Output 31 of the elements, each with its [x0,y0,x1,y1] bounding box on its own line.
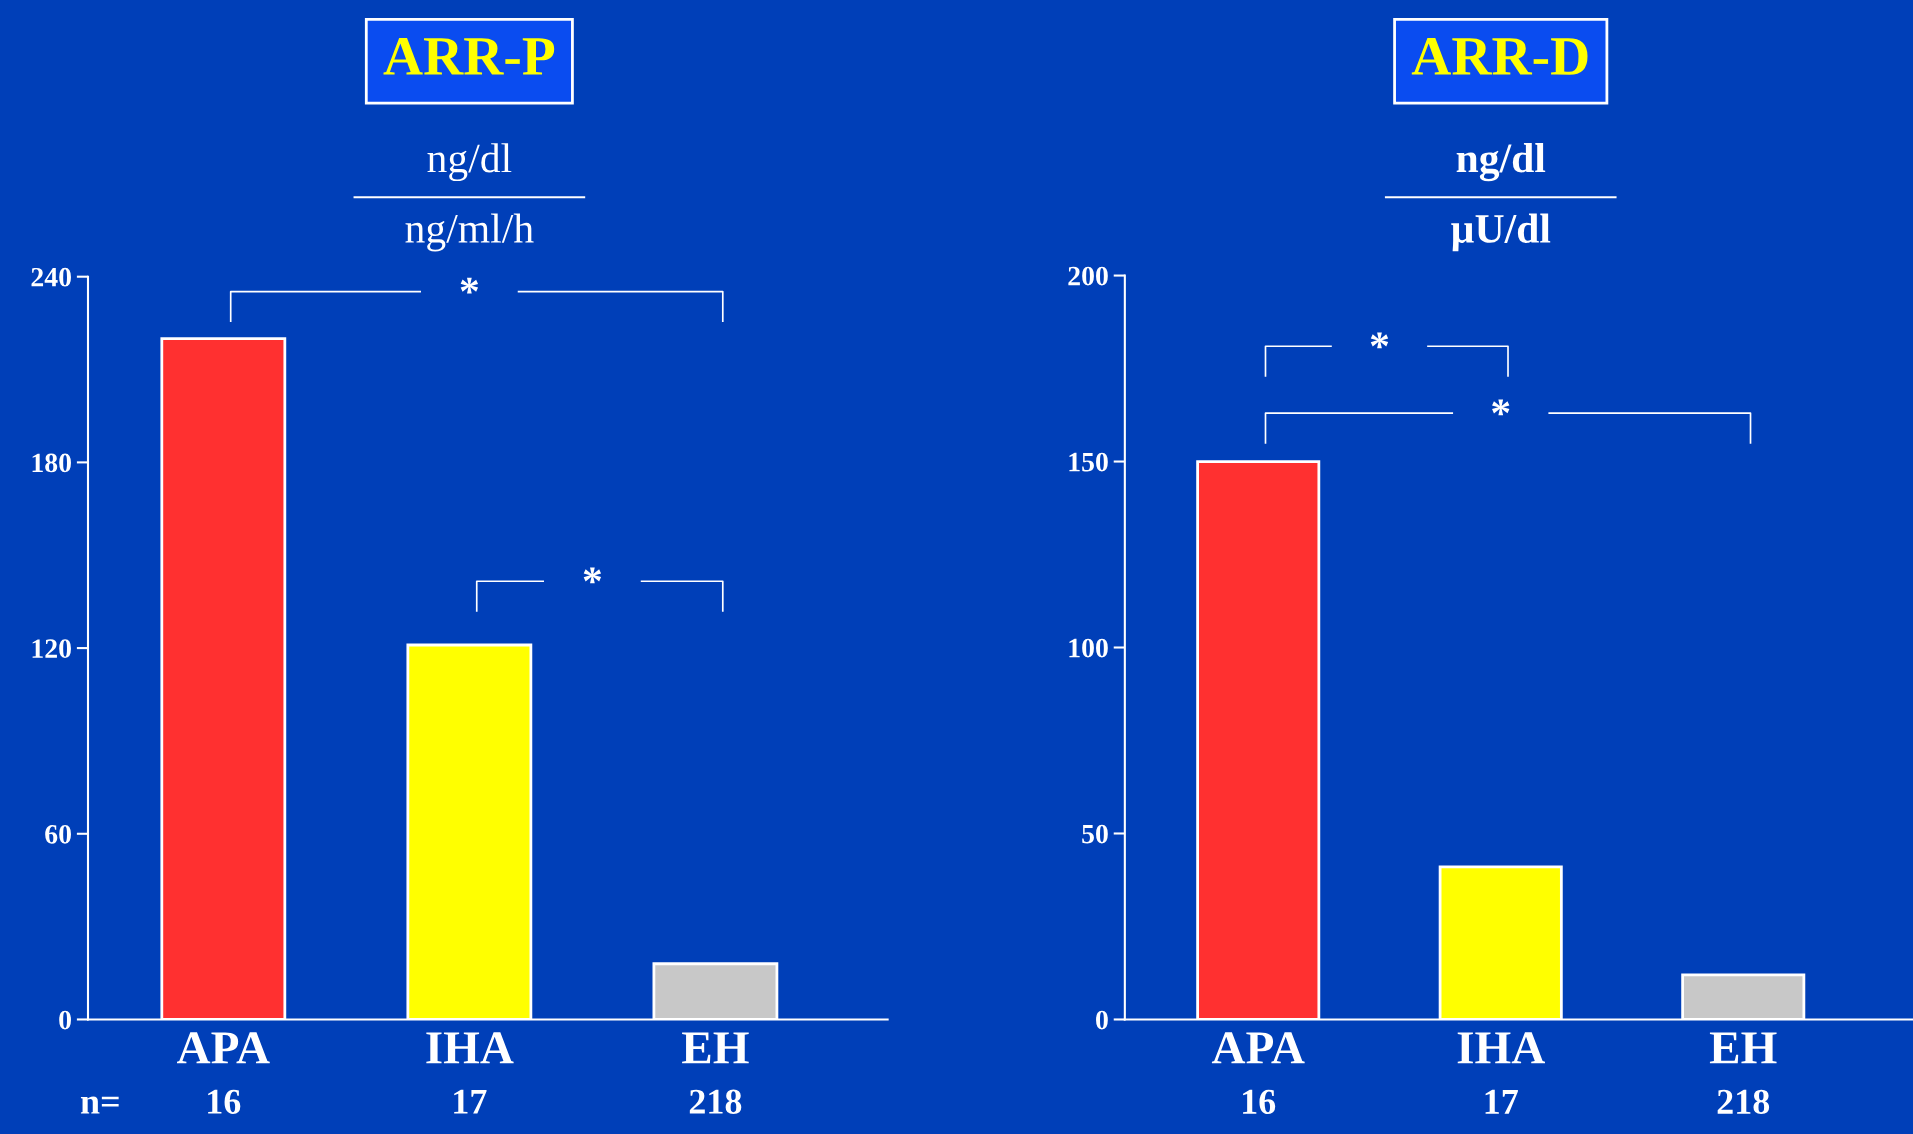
y-tick-label: 100 [1069,638,1108,658]
x-tick-label: EH [682,1032,749,1064]
chart-title: ARR-D [1411,37,1588,75]
y-tick-label: 150 [1069,452,1108,472]
annotation: * [1370,332,1389,349]
x-tick-label: IHA [1457,1032,1545,1064]
x-tick-label: APA [177,1032,270,1064]
annotation: * [1492,399,1510,416]
y-tick-label: 200 [1068,266,1108,286]
text: n= [80,1096,119,1114]
text: 218 [1717,1089,1770,1115]
text: 218 [689,1089,742,1114]
y-tick-label: 60 [45,824,71,844]
y-tick-label: 50 [1082,824,1108,844]
y-tick-label: 0 [1096,1010,1108,1030]
text: 16 [208,1089,241,1114]
annotation: * [583,567,602,584]
y-tick-label: 240 [31,267,71,287]
y-tick-label: 180 [32,453,71,473]
chart-subtitle: ng/dl µU/dl [1451,143,1551,252]
x-tick-label: EH [1709,1032,1777,1064]
x-tick-label: APA [1211,1032,1305,1064]
y-tick-label: 120 [32,639,71,658]
x-tick-label: IHA [426,1032,514,1064]
text: 17 [454,1089,487,1114]
chart-subtitle: ng/dl ng/ml/h [405,143,534,252]
y-tick-label: 0 [59,1010,71,1030]
annotation: * [460,277,479,294]
text: 17 [1485,1089,1518,1114]
text: 16 [1243,1089,1276,1115]
chart-title: ARR-P [383,37,555,75]
